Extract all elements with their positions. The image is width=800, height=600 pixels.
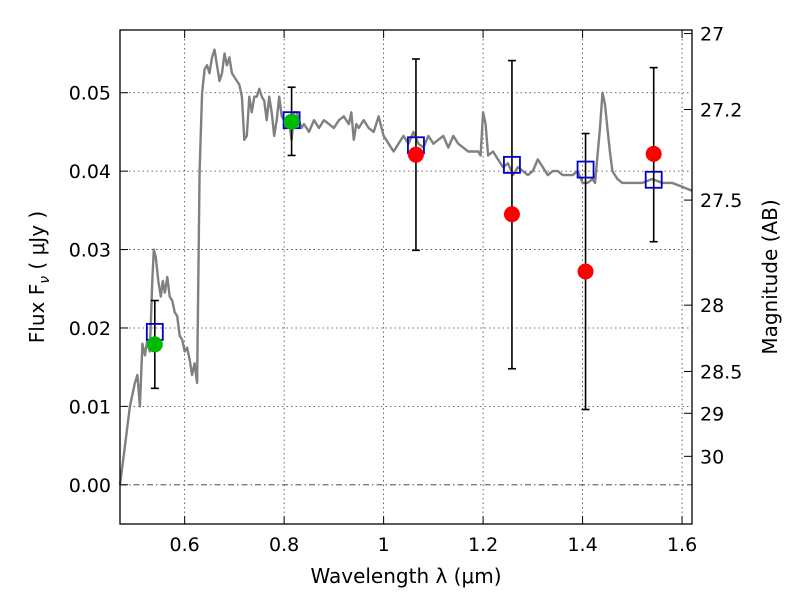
detection-point-1 (283, 113, 300, 130)
nondetection-point-3 (645, 145, 662, 162)
mag-tick-label-2: 27.5 (700, 190, 742, 212)
y-axis-label: Flux Fν ( μJy ) (25, 211, 53, 343)
y-tick-label-3: 0.03 (69, 240, 111, 262)
plot-frame (119, 29, 693, 525)
nondetection-point-2 (577, 263, 594, 280)
mag-tick-label-1: 27.2 (700, 99, 742, 121)
y-tick-label-2: 0.02 (69, 318, 111, 340)
plot-area (118, 48, 693, 485)
x-tick-label-1: 0.8 (269, 534, 299, 556)
y-tick-label-5: 0.05 (69, 83, 111, 105)
x-tick-label-0: 0.6 (170, 534, 200, 556)
x-tick-label-5: 1.6 (667, 534, 697, 556)
detection-point-0 (146, 336, 163, 353)
grid-lines (120, 30, 692, 524)
y-axis-label-units: ( μJy ) (25, 211, 49, 276)
model-band-square-3 (503, 155, 521, 174)
y-axis-label-subscript: ν (37, 276, 53, 284)
y-tick-label-1: 0.01 (69, 396, 111, 418)
y-axis-label-main: Flux F (25, 284, 49, 343)
model-band-square-4 (576, 160, 595, 179)
spectrum-line (118, 48, 693, 485)
y-tick-label-4: 0.04 (69, 161, 111, 183)
x-axis-label: Wavelength λ (μm) (310, 564, 501, 588)
y2-axis-label: Magnitude (AB) (758, 199, 782, 354)
mag-tick-label-6: 30 (700, 446, 724, 468)
mag-tick-label-3: 28 (700, 295, 724, 317)
x-tick-label-2: 1 (378, 534, 390, 556)
mag-tick-label-5: 29 (700, 403, 724, 425)
nondetection-point-0 (407, 146, 424, 163)
nondetection-point-1 (503, 206, 520, 223)
model-band-square-5 (644, 170, 663, 189)
y-tick-label-0: 0.00 (69, 475, 111, 497)
mag-tick-label-4: 28.5 (700, 361, 742, 383)
x-tick-label-3: 1.2 (468, 534, 498, 556)
x-tick-label-4: 1.4 (567, 534, 597, 556)
mag-tick-label-0: 27 (700, 24, 724, 46)
axis-ticks: 0.6 0.8 1 1.2 1.4 1.6 0.00 0.01 0.02 0.03 0.04 0.05… (69, 24, 743, 556)
